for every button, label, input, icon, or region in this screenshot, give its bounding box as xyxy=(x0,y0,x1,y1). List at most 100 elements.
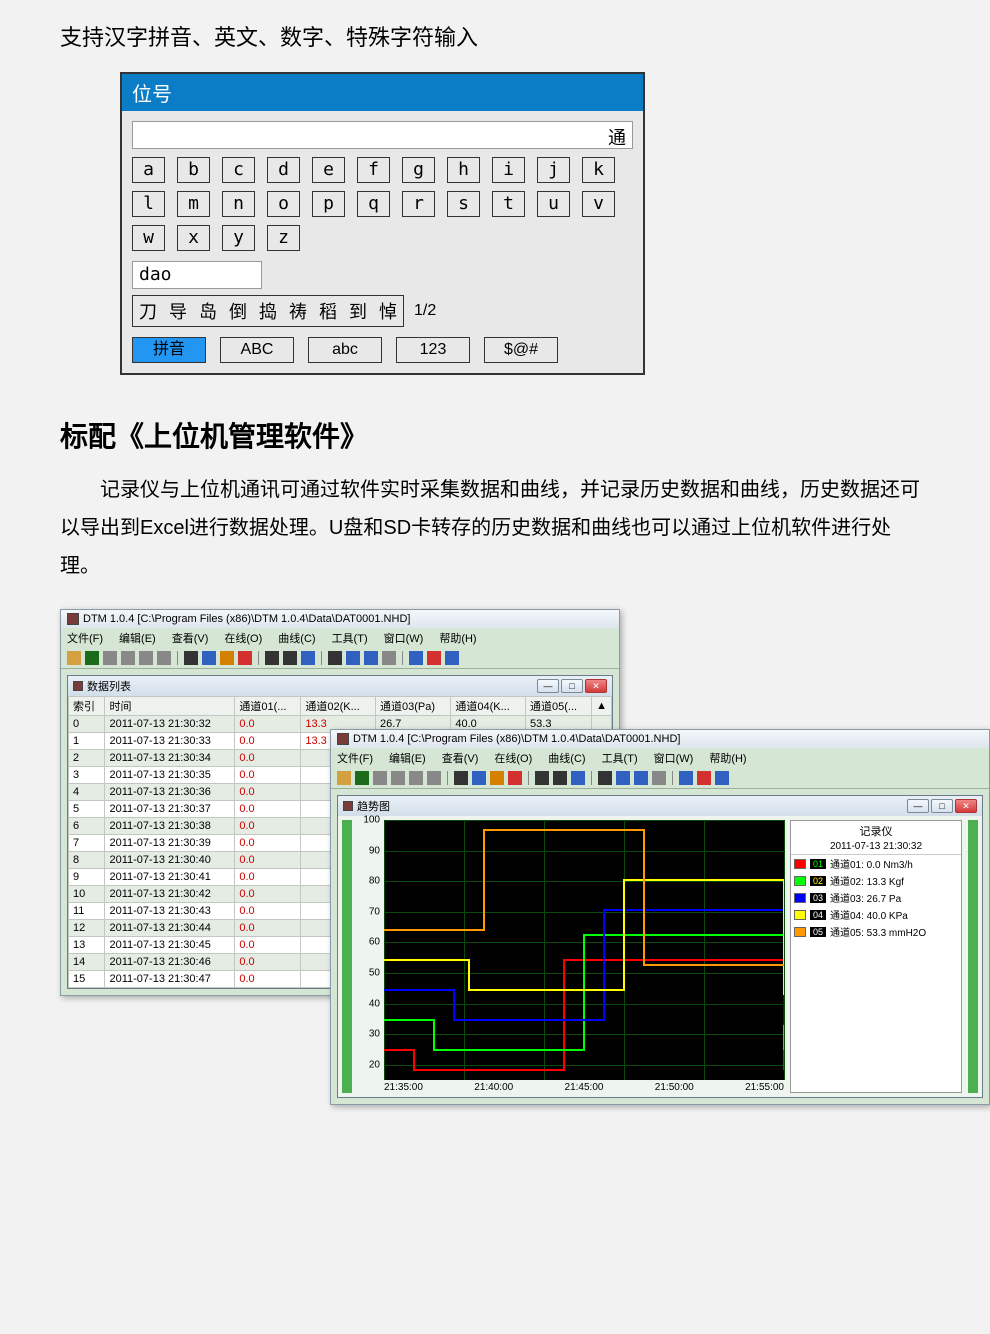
ime-key-k[interactable]: k xyxy=(582,157,615,183)
toolbar-icon[interactable] xyxy=(139,651,153,665)
toolbar-icon[interactable] xyxy=(427,651,441,665)
chart-plot[interactable] xyxy=(384,820,784,1080)
toolbar-icon[interactable] xyxy=(391,771,405,785)
toolbar-icon[interactable] xyxy=(490,771,504,785)
ime-candidate[interactable]: 刀 xyxy=(139,298,157,324)
ime-mode-button[interactable]: $@# xyxy=(484,337,558,363)
table-header[interactable]: 通道03(Pa) xyxy=(376,697,451,716)
ime-key-q[interactable]: q xyxy=(357,191,390,217)
toolbar-icon[interactable] xyxy=(697,771,711,785)
close-button[interactable]: ✕ xyxy=(955,799,977,813)
ime-key-x[interactable]: x xyxy=(177,225,210,251)
ime-key-a[interactable]: a xyxy=(132,157,165,183)
menu-item[interactable]: 窗口(W) xyxy=(384,630,424,646)
ime-key-l[interactable]: l xyxy=(132,191,165,217)
toolbar-icon[interactable] xyxy=(157,651,171,665)
menu-item[interactable]: 曲线(C) xyxy=(278,630,315,646)
table-header[interactable]: 通道05(... xyxy=(526,697,592,716)
ime-candidate[interactable]: 悼 xyxy=(379,298,397,324)
toolbar-icon[interactable] xyxy=(472,771,486,785)
minimize-button[interactable]: — xyxy=(537,679,559,693)
ime-key-v[interactable]: v xyxy=(582,191,615,217)
toolbar-icon[interactable] xyxy=(184,651,198,665)
toolbar-icon[interactable] xyxy=(382,651,396,665)
menu-item[interactable]: 窗口(W) xyxy=(654,750,694,766)
toolbar-icon[interactable] xyxy=(265,651,279,665)
toolbar-icon[interactable] xyxy=(553,771,567,785)
menu-item[interactable]: 在线(O) xyxy=(224,630,262,646)
toolbar-icon[interactable] xyxy=(535,771,549,785)
ime-key-g[interactable]: g xyxy=(402,157,435,183)
table-header[interactable]: 索引 xyxy=(69,697,105,716)
maximize-button[interactable]: □ xyxy=(561,679,583,693)
ime-mode-button[interactable]: 123 xyxy=(396,337,470,363)
toolbar-icon[interactable] xyxy=(346,651,360,665)
menu-item[interactable]: 帮助(H) xyxy=(439,630,476,646)
ime-mode-button[interactable]: ABC xyxy=(220,337,294,363)
menu-item[interactable]: 工具(T) xyxy=(332,630,368,646)
ime-candidate[interactable]: 祷 xyxy=(289,298,307,324)
toolbar-icon[interactable] xyxy=(652,771,666,785)
legend-row[interactable]: 04通道04: 40.0 KPa xyxy=(791,906,961,923)
ime-candidate[interactable]: 稻 xyxy=(319,298,337,324)
menu-item[interactable]: 工具(T) xyxy=(602,750,638,766)
ime-key-h[interactable]: h xyxy=(447,157,480,183)
menu-item[interactable]: 曲线(C) xyxy=(548,750,585,766)
legend-row[interactable]: 01通道01: 0.0 Nm3/h xyxy=(791,855,961,872)
table-header[interactable]: 时间 xyxy=(105,697,235,716)
menu-item[interactable]: 编辑(E) xyxy=(389,750,426,766)
toolbar-icon[interactable] xyxy=(283,651,297,665)
toolbar-icon[interactable] xyxy=(121,651,135,665)
titlebar[interactable]: DTM 1.0.4 [C:\Program Files (x86)\DTM 1.… xyxy=(331,730,989,748)
ime-key-d[interactable]: d xyxy=(267,157,300,183)
toolbar-icon[interactable] xyxy=(454,771,468,785)
ime-candidate[interactable]: 捣 xyxy=(259,298,277,324)
ime-candidate[interactable]: 导 xyxy=(169,298,187,324)
legend-row[interactable]: 03通道03: 26.7 Pa xyxy=(791,889,961,906)
ime-mode-button[interactable]: abc xyxy=(308,337,382,363)
toolbar-icon[interactable] xyxy=(679,771,693,785)
ime-candidate[interactable]: 岛 xyxy=(199,298,217,324)
toolbar-icon[interactable] xyxy=(634,771,648,785)
ime-pinyin-box[interactable]: dao xyxy=(132,261,262,289)
toolbar-icon[interactable] xyxy=(715,771,729,785)
menu-item[interactable]: 编辑(E) xyxy=(119,630,156,646)
ime-key-r[interactable]: r xyxy=(402,191,435,217)
toolbar-icon[interactable] xyxy=(85,651,99,665)
ime-candidate[interactable]: 倒 xyxy=(229,298,247,324)
ime-key-n[interactable]: n xyxy=(222,191,255,217)
menu-item[interactable]: 文件(F) xyxy=(67,630,103,646)
close-button[interactable]: ✕ xyxy=(585,679,607,693)
legend-row[interactable]: 02通道02: 13.3 Kgf xyxy=(791,872,961,889)
toolbar-icon[interactable] xyxy=(301,651,315,665)
toolbar-icon[interactable] xyxy=(220,651,234,665)
toolbar-icon[interactable] xyxy=(355,771,369,785)
table-header[interactable]: 通道04(K... xyxy=(451,697,526,716)
ime-key-o[interactable]: o xyxy=(267,191,300,217)
ime-key-b[interactable]: b xyxy=(177,157,210,183)
ime-key-i[interactable]: i xyxy=(492,157,525,183)
table-header[interactable]: 通道02(K... xyxy=(301,697,376,716)
menu-item[interactable]: 查看(V) xyxy=(442,750,479,766)
ime-key-p[interactable]: p xyxy=(312,191,345,217)
toolbar-icon[interactable] xyxy=(103,651,117,665)
ime-key-w[interactable]: w xyxy=(132,225,165,251)
menu-item[interactable]: 文件(F) xyxy=(337,750,373,766)
toolbar-icon[interactable] xyxy=(445,651,459,665)
toolbar-icon[interactable] xyxy=(409,651,423,665)
ime-key-f[interactable]: f xyxy=(357,157,390,183)
minimize-button[interactable]: — xyxy=(907,799,929,813)
legend-row[interactable]: 05通道05: 53.3 mmH2O xyxy=(791,923,961,940)
menu-item[interactable]: 查看(V) xyxy=(172,630,209,646)
toolbar-icon[interactable] xyxy=(427,771,441,785)
maximize-button[interactable]: □ xyxy=(931,799,953,813)
toolbar-icon[interactable] xyxy=(373,771,387,785)
toolbar-icon[interactable] xyxy=(337,771,351,785)
ime-key-z[interactable]: z xyxy=(267,225,300,251)
ime-key-s[interactable]: s xyxy=(447,191,480,217)
toolbar-icon[interactable] xyxy=(598,771,612,785)
toolbar-icon[interactable] xyxy=(409,771,423,785)
toolbar-icon[interactable] xyxy=(364,651,378,665)
menu-item[interactable]: 在线(O) xyxy=(494,750,532,766)
ime-key-m[interactable]: m xyxy=(177,191,210,217)
